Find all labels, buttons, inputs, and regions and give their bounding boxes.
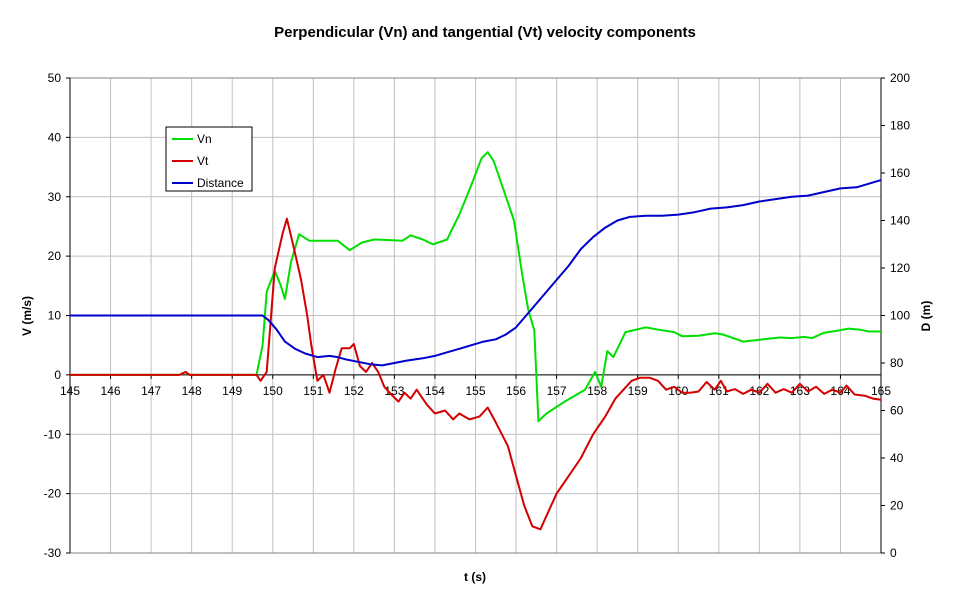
y2-tick-label: 120 — [890, 261, 910, 275]
x-tick-label: 149 — [222, 384, 242, 398]
legend-label: Vn — [197, 132, 212, 146]
y-tick-label: 0 — [54, 368, 61, 382]
x-tick-label: 155 — [465, 384, 485, 398]
y2-axis-label: D (m) — [919, 301, 933, 332]
y2-tick-label: 100 — [890, 309, 910, 323]
x-tick-label: 146 — [101, 384, 121, 398]
x-tick-label: 158 — [587, 384, 607, 398]
y-tick-label: 30 — [48, 190, 62, 204]
series-line-vn — [70, 151, 881, 423]
x-tick-label: 152 — [344, 384, 364, 398]
y-tick-label: 20 — [48, 249, 62, 263]
y2-tick-label: 180 — [890, 119, 910, 133]
legend-label: Vt — [197, 154, 209, 168]
y-tick-label: -10 — [44, 427, 62, 441]
y2-tick-label: 160 — [890, 166, 910, 180]
legend-box — [165, 126, 253, 192]
x-tick-label: 163 — [790, 384, 810, 398]
chart-title: Perpendicular (Vn) and tangential (Vt) v… — [274, 24, 696, 41]
y2-tick-label: 0 — [890, 546, 897, 560]
legend-label: Distance — [197, 176, 244, 190]
series-line-distance — [70, 179, 882, 367]
y-tick-label: 50 — [48, 71, 62, 85]
x-tick-label: 148 — [182, 384, 202, 398]
y2-tick-label: 20 — [890, 499, 904, 513]
grid — [70, 78, 881, 553]
x-tick-label: 154 — [425, 384, 445, 398]
x-tick-label: 156 — [506, 384, 526, 398]
y-axis-label: V (m/s) — [20, 296, 34, 336]
y2-tick-label: 200 — [890, 71, 910, 85]
legend: Vn Vt Distance — [165, 126, 253, 192]
y-tick-label: 40 — [48, 130, 62, 144]
y-tick-label: -30 — [44, 546, 62, 560]
x-tick-label: 153 — [384, 384, 404, 398]
y2-tick-label: 80 — [890, 356, 904, 370]
x-tick-label: 159 — [628, 384, 648, 398]
series-layer — [70, 151, 882, 531]
y2-tick-label: 40 — [890, 451, 904, 465]
y-tick-label: -20 — [44, 487, 62, 501]
x-tick-label: 157 — [547, 384, 567, 398]
y-tick-label: 10 — [48, 309, 62, 323]
x-tick-label: 151 — [303, 384, 323, 398]
y2-tick-label: 140 — [890, 214, 910, 228]
x-tick-label: 147 — [141, 384, 161, 398]
y2-tick-label: 60 — [890, 404, 904, 418]
x-tick-label: 150 — [263, 384, 283, 398]
series-line-vt — [70, 217, 882, 531]
x-axis-label: t (s) — [464, 570, 486, 584]
